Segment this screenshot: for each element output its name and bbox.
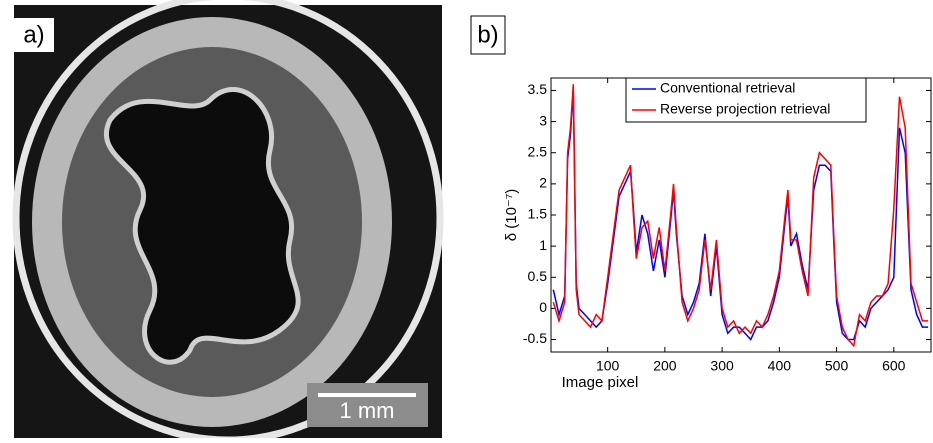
x-tick-label: 200 [653, 358, 677, 374]
panel-a-image: a) 1 mm [12, 0, 444, 443]
data-line [552, 84, 929, 348]
data-line [552, 90, 929, 341]
panel-label: a) [23, 21, 44, 48]
x-tick-label: 300 [710, 358, 734, 374]
y-tick-label: 0 [539, 299, 547, 315]
scale-bar-box [307, 383, 428, 427]
legend-label: Conventional retrieval [660, 80, 795, 96]
x-tick-label: 100 [596, 358, 620, 374]
panel-label-box [14, 18, 54, 52]
panel-label: b) [477, 21, 498, 48]
y-tick-label: 3.5 [528, 81, 548, 97]
y-tick-label: 1.5 [528, 206, 548, 222]
y-tick-label: 2 [539, 175, 547, 191]
x-tick-label: 500 [825, 358, 849, 374]
y-tick-label: -0.5 [523, 330, 547, 346]
lumen [104, 87, 301, 365]
legend-box [625, 77, 867, 123]
x-tick-label: 400 [768, 358, 792, 374]
y-tick-label: 2.5 [528, 143, 548, 159]
y-axis-label: δ (10⁻⁷) [503, 189, 520, 242]
panel-label-box [470, 15, 506, 55]
y-tick-label: 1 [539, 237, 547, 253]
y-tick-label: 0.5 [528, 268, 548, 284]
scale-bar-label: 1 mm [340, 398, 395, 423]
x-tick-label: 600 [882, 358, 906, 374]
x-axis-label: Image pixel [562, 374, 639, 391]
legend-label: Reverse projection retrieval [660, 101, 830, 117]
y-tick-label: 3 [539, 112, 547, 128]
